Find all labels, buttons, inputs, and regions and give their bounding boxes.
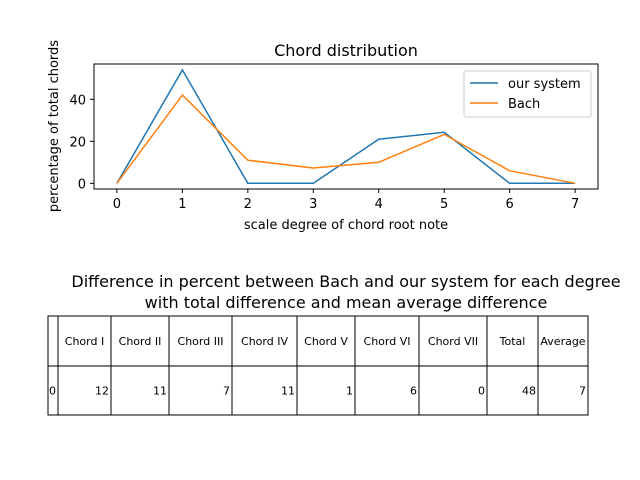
table-header-chord-vi: Chord VI <box>364 335 411 348</box>
table-header-chord-vii: Chord VII <box>428 335 478 348</box>
series-line-bach <box>116 93 576 185</box>
table-header-cell <box>168 315 233 367</box>
table-row-label: 0 <box>49 385 56 398</box>
table-header-chord-i: Chord I <box>65 335 104 348</box>
y-tick-label: 40 <box>69 93 86 108</box>
table-header-cell <box>47 315 59 367</box>
plot-frame <box>93 63 599 190</box>
x-tick-label: 0 <box>113 197 121 212</box>
table-header-total: Total <box>499 335 526 348</box>
table-header-chord-iv: Chord IV <box>241 335 288 348</box>
table-cell <box>296 365 356 416</box>
table-cell <box>486 365 539 416</box>
x-tick-label: 2 <box>244 197 252 212</box>
y-axis-ticks: 0 20 40 <box>69 93 94 192</box>
x-tick-label: 7 <box>571 197 579 212</box>
chart-title: Chord distribution <box>274 41 418 60</box>
x-tick-label: 5 <box>440 197 448 212</box>
table-header-average: Average <box>540 335 585 348</box>
table-grid: Chord I Chord II Chord III Chord IV Chord V C… <box>47 315 589 416</box>
table-cell <box>110 365 170 416</box>
y-tick-label: 0 <box>78 177 86 192</box>
x-axis-ticks: 0 1 2 3 4 5 6 7 <box>113 189 579 212</box>
table-header-cell <box>354 315 420 367</box>
series-line-our-system <box>116 68 576 185</box>
table-cell-value: 12 <box>95 385 109 398</box>
series-layer <box>116 68 576 185</box>
x-tick-label: 1 <box>178 197 186 212</box>
y-tick-label: 20 <box>69 135 86 150</box>
table-cell <box>418 365 488 416</box>
table-header-cell <box>231 315 298 367</box>
x-tick-label: 3 <box>309 197 317 212</box>
legend: our system Bach <box>463 70 592 118</box>
table-header-cell <box>418 315 488 367</box>
table-header-cell <box>486 315 539 367</box>
table-header-chord-v: Chord V <box>304 335 348 348</box>
table-header-chord-iii: Chord III <box>178 335 224 348</box>
table-cell-value: 7 <box>579 385 586 398</box>
x-tick-label: 6 <box>505 197 513 212</box>
table-cell-value: 11 <box>153 385 167 398</box>
x-tick-label: 4 <box>375 197 383 212</box>
table-header-cell <box>110 315 170 367</box>
difference-table: Difference in percent between Bach and o… <box>47 272 621 416</box>
legend-label-our-system: our system <box>508 77 581 92</box>
table-cell <box>168 365 233 416</box>
table-title-line-1: Difference in percent between Bach and o… <box>71 272 620 291</box>
y-axis-label: percentage of total chords <box>47 40 62 212</box>
x-axis-label: scale degree of chord root note <box>244 218 448 233</box>
table-cell-value: 11 <box>281 385 295 398</box>
table-cell-value: 48 <box>522 385 536 398</box>
table-cell-value: 7 <box>223 385 230 398</box>
table-header-chord-ii: Chord II <box>119 335 162 348</box>
table-cell-value: 6 <box>410 385 417 398</box>
legend-label-bach: Bach <box>508 97 540 112</box>
table-title-line-2: with total difference and mean average d… <box>145 293 548 312</box>
table-cell <box>57 365 112 416</box>
line-chart: Chord distribution 0 1 2 3 4 5 6 7 0 20 40 scale … <box>47 40 599 233</box>
table-header-cell <box>537 315 589 367</box>
table-cell <box>537 365 589 416</box>
table-cell-value: 0 <box>478 385 485 398</box>
table-cell-value: 1 <box>346 385 353 398</box>
table-header-cell <box>296 315 356 367</box>
